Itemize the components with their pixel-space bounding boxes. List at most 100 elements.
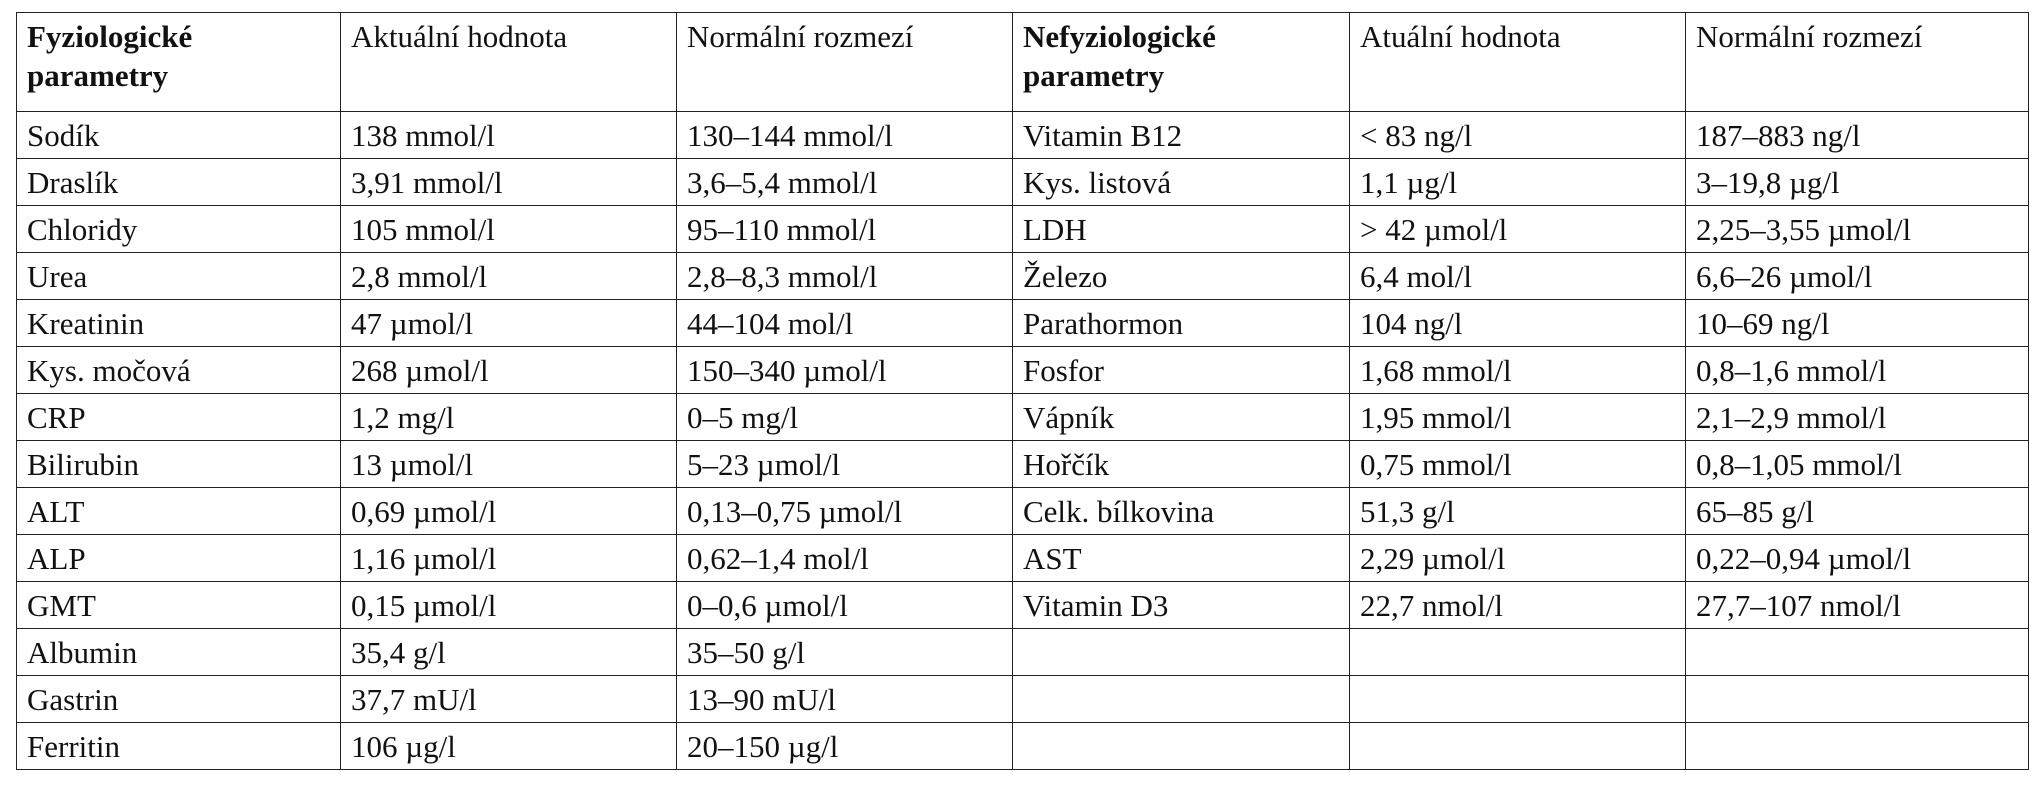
header-physiological-parameters: Fyziologické parametry [16, 12, 341, 112]
nonphysiological-normal-range: 65–85 g/l [1685, 487, 2029, 535]
nonphysiological-normal-range: 2,1–2,9 mmol/l [1685, 393, 2029, 441]
table-header-row: Fyziologické parametry Aktuální hodnota … [16, 12, 2029, 112]
nonphysiological-parameter-name: Vitamin D3 [1012, 581, 1350, 629]
physiological-parameter-name: Ferritin [16, 722, 341, 770]
physiological-parameter-name: ALP [16, 534, 341, 582]
nonphysiological-normal-range [1685, 628, 2029, 676]
nonphysiological-current-value: 51,3 g/l [1349, 487, 1686, 535]
nonphysiological-parameter-name: Kys. listová [1012, 158, 1350, 206]
physiological-parameter-name: Sodík [16, 111, 341, 159]
physiological-current-value: 0,69 µmol/l [340, 487, 677, 535]
nonphysiological-current-value: 1,95 mmol/l [1349, 393, 1686, 441]
physiological-normal-range: 44–104 mol/l [676, 299, 1013, 347]
physiological-normal-range: 0–5 mg/l [676, 393, 1013, 441]
physiological-parameter-name: ALT [16, 487, 341, 535]
nonphysiological-current-value [1349, 628, 1686, 676]
nonphysiological-parameter-name: Celk. bílkovina [1012, 487, 1350, 535]
nonphysiological-current-value: < 83 ng/l [1349, 111, 1686, 159]
nonphysiological-normal-range [1685, 675, 2029, 723]
physiological-current-value: 106 µg/l [340, 722, 677, 770]
table-body: Sodík 138 mmol/l 130–144 mmol/l Vitamin B12… [16, 111, 2029, 770]
header-current-value: Aktuální hodnota [340, 12, 677, 112]
nonphysiological-normal-range: 2,25–3,55 µmol/l [1685, 205, 2029, 253]
physiological-current-value: 1,2 mg/l [340, 393, 677, 441]
physiological-normal-range: 5–23 µmol/l [676, 440, 1013, 488]
physiological-parameter-name: Urea [16, 252, 341, 300]
physiological-parameter-name: Draslík [16, 158, 341, 206]
header-nonphysiological-parameters: Nefyziologické parametry [1012, 12, 1350, 112]
physiological-normal-range: 95–110 mmol/l [676, 205, 1013, 253]
table-row: Sodík 138 mmol/l 130–144 mmol/l Vitamin B12… [16, 111, 2029, 159]
physiological-parameter-name: Kreatinin [16, 299, 341, 347]
physiological-normal-range: 3,6–5,4 mmol/l [676, 158, 1013, 206]
nonphysiological-normal-range: 10–69 ng/l [1685, 299, 2029, 347]
physiological-current-value: 268 µmol/l [340, 346, 677, 394]
physiological-parameter-name: Chloridy [16, 205, 341, 253]
physiological-parameter-name: Gastrin [16, 675, 341, 723]
table-row: Draslík 3,91 mmol/l 3,6–5,4 mmol/l Kys. lis… [16, 158, 2029, 206]
nonphysiological-parameter-name: LDH [1012, 205, 1350, 253]
nonphysiological-parameter-name [1012, 722, 1350, 770]
lab-results-table: Fyziologické parametry Aktuální hodnota … [16, 12, 2029, 770]
physiological-current-value: 37,7 mU/l [340, 675, 677, 723]
physiological-parameter-name: GMT [16, 581, 341, 629]
nonphysiological-parameter-name: Vitamin B12 [1012, 111, 1350, 159]
table-row: Albumin 35,4 g/l 35–50 g/l [16, 628, 2029, 676]
table-row: Ferritin 106 µg/l 20–150 µg/l [16, 722, 2029, 770]
nonphysiological-normal-range [1685, 722, 2029, 770]
nonphysiological-parameter-name: Hořčík [1012, 440, 1350, 488]
nonphysiological-current-value: 1,68 mmol/l [1349, 346, 1686, 394]
table-row: GMT 0,15 µmol/l 0–0,6 µmol/l Vitamin D3 22,7… [16, 581, 2029, 629]
nonphysiological-parameter-name [1012, 675, 1350, 723]
physiological-normal-range: 150–340 µmol/l [676, 346, 1013, 394]
nonphysiological-normal-range: 3–19,8 µg/l [1685, 158, 2029, 206]
table-row: Kreatinin 47 µmol/l 44–104 mol/l Parathormo… [16, 299, 2029, 347]
table-row: ALP 1,16 µmol/l 0,62–1,4 mol/l AST 2,29 µmol… [16, 534, 2029, 582]
nonphysiological-parameter-name: Parathormon [1012, 299, 1350, 347]
physiological-normal-range: 2,8–8,3 mmol/l [676, 252, 1013, 300]
physiological-parameter-name: Albumin [16, 628, 341, 676]
table-row: Bilirubin 13 µmol/l 5–23 µmol/l Hořčík 0,75 … [16, 440, 2029, 488]
nonphysiological-current-value: 1,1 µg/l [1349, 158, 1686, 206]
table-row: ALT 0,69 µmol/l 0,13–0,75 µmol/l Celk. bílk… [16, 487, 2029, 535]
nonphysiological-normal-range: 6,6–26 µmol/l [1685, 252, 2029, 300]
table-row: Urea 2,8 mmol/l 2,8–8,3 mmol/l Železo 6,4 mo… [16, 252, 2029, 300]
nonphysiological-parameter-name: Železo [1012, 252, 1350, 300]
physiological-current-value: 1,16 µmol/l [340, 534, 677, 582]
table-row: Gastrin 37,7 mU/l 13–90 mU/l [16, 675, 2029, 723]
header-normal-range-2: Normální rozmezí [1685, 12, 2029, 112]
physiological-normal-range: 130–144 mmol/l [676, 111, 1013, 159]
nonphysiological-current-value: 6,4 mol/l [1349, 252, 1686, 300]
physiological-current-value: 35,4 g/l [340, 628, 677, 676]
header-current-value-2: Atuální hodnota [1349, 12, 1686, 112]
physiological-normal-range: 0,62–1,4 mol/l [676, 534, 1013, 582]
table-row: CRP 1,2 mg/l 0–5 mg/l Vápník 1,95 mmol/l 2,1–… [16, 393, 2029, 441]
nonphysiological-parameter-name: Fosfor [1012, 346, 1350, 394]
physiological-parameter-name: Bilirubin [16, 440, 341, 488]
nonphysiological-parameter-name [1012, 628, 1350, 676]
table-row: Chloridy 105 mmol/l 95–110 mmol/l LDH > 42 µ… [16, 205, 2029, 253]
nonphysiological-current-value [1349, 675, 1686, 723]
nonphysiological-current-value: 22,7 nmol/l [1349, 581, 1686, 629]
nonphysiological-parameter-name: AST [1012, 534, 1350, 582]
physiological-normal-range: 20–150 µg/l [676, 722, 1013, 770]
nonphysiological-parameter-name: Vápník [1012, 393, 1350, 441]
physiological-current-value: 47 µmol/l [340, 299, 677, 347]
physiological-current-value: 105 mmol/l [340, 205, 677, 253]
physiological-current-value: 2,8 mmol/l [340, 252, 677, 300]
nonphysiological-normal-range: 0,8–1,6 mmol/l [1685, 346, 2029, 394]
physiological-parameter-name: Kys. močová [16, 346, 341, 394]
header-normal-range: Normální rozmezí [676, 12, 1013, 112]
nonphysiological-normal-range: 0,8–1,05 mmol/l [1685, 440, 2029, 488]
nonphysiological-current-value: 0,75 mmol/l [1349, 440, 1686, 488]
table-row: Kys. močová 268 µmol/l 150–340 µmol/l Fosfo… [16, 346, 2029, 394]
nonphysiological-normal-range: 27,7–107 nmol/l [1685, 581, 2029, 629]
physiological-current-value: 13 µmol/l [340, 440, 677, 488]
physiological-normal-range: 35–50 g/l [676, 628, 1013, 676]
nonphysiological-current-value: 2,29 µmol/l [1349, 534, 1686, 582]
nonphysiological-current-value: 104 ng/l [1349, 299, 1686, 347]
physiological-current-value: 3,91 mmol/l [340, 158, 677, 206]
physiological-normal-range: 13–90 mU/l [676, 675, 1013, 723]
nonphysiological-normal-range: 0,22–0,94 µmol/l [1685, 534, 2029, 582]
physiological-normal-range: 0,13–0,75 µmol/l [676, 487, 1013, 535]
